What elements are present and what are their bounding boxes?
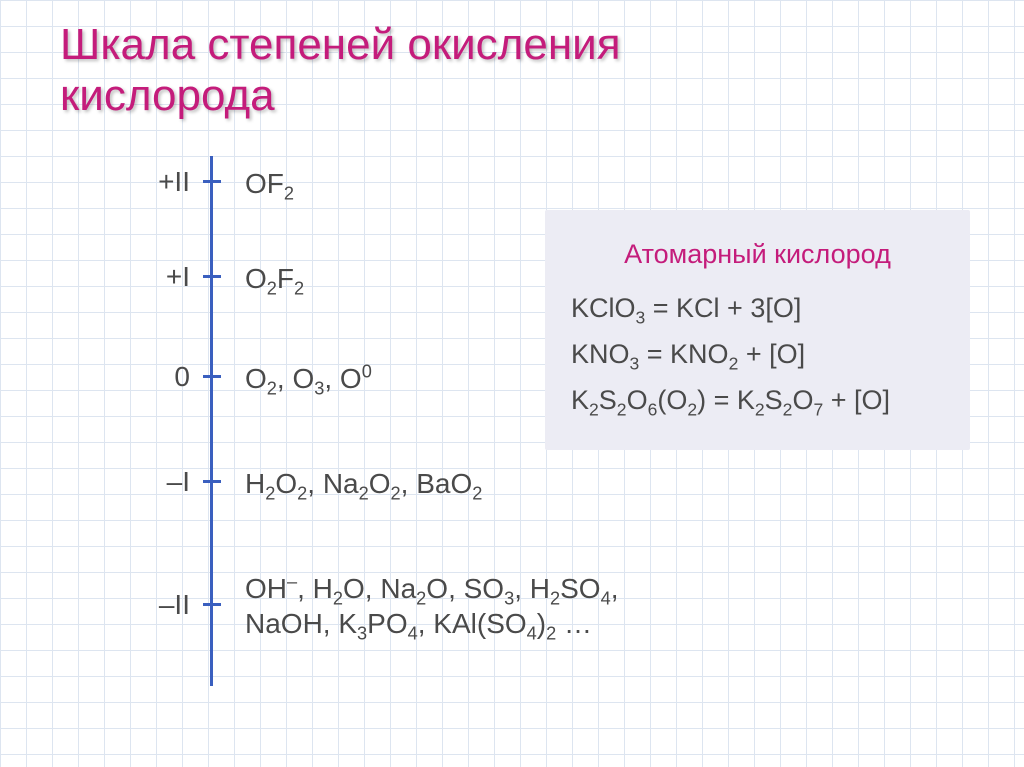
title-line-2: кислорода xyxy=(60,71,275,120)
scale-tick xyxy=(203,603,221,606)
scale-level-compounds: H2O2, Na2O2, BaO2 xyxy=(245,466,685,501)
scale-tick xyxy=(203,180,221,183)
scale-level-compounds: O2F2 xyxy=(245,261,685,296)
scale-tick xyxy=(203,480,221,483)
title-line-1: Шкала степеней окисления xyxy=(60,20,621,69)
scale-level-label: –I xyxy=(120,466,190,498)
scale-axis-line xyxy=(210,156,213,686)
scale-level-label: +I xyxy=(120,261,190,293)
main-row: +II OF2 +I O2F2 0 O2, O3, O0 –I H2O2, Na2O2, Ba… xyxy=(60,156,964,696)
scale-level-label: –II xyxy=(120,589,190,621)
scale-level-label: 0 xyxy=(120,361,190,393)
page-title: Шкала степеней окисления кислорода xyxy=(60,20,964,121)
scale-tick xyxy=(203,375,221,378)
oxidation-scale: +IIOF2+IO2F20O2, O3, O0–IH2O2, Na2O2, Ba… xyxy=(60,156,620,696)
scale-level-compounds: OH–, H2O, Na2O, SO3, H2SO4, NaOH, K3PO4,… xyxy=(245,571,685,641)
scale-level-compounds: OF2 xyxy=(245,166,685,201)
scale-level-label: +II xyxy=(120,166,190,198)
scale-level-compounds: O2, O3, O0 xyxy=(245,361,685,396)
slide-content: Шкала степеней окисления кислорода +II OF… xyxy=(0,0,1024,716)
scale-tick xyxy=(203,275,221,278)
